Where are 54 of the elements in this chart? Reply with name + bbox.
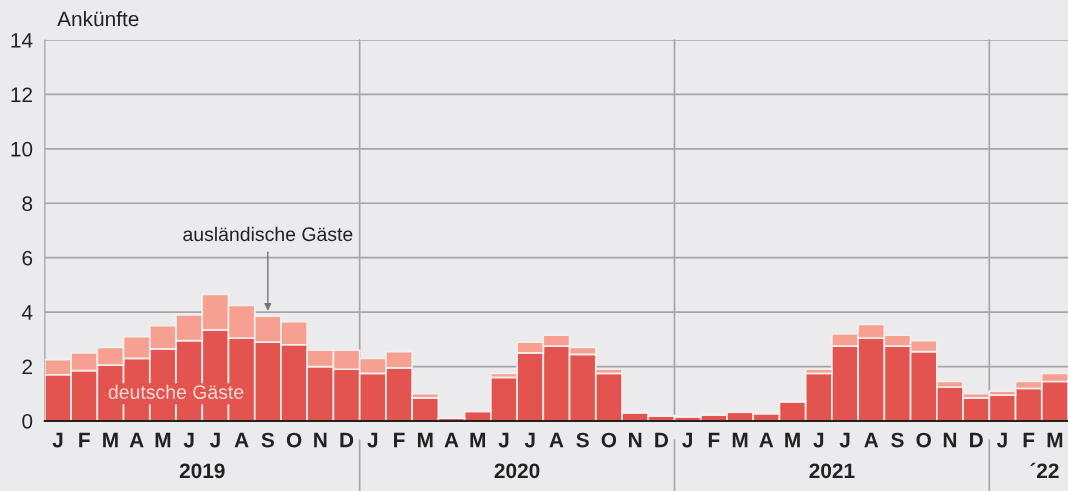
- series-label: deutsche Gäste: [108, 384, 244, 399]
- x-tick-label: S: [576, 432, 589, 448]
- x-tick-label: D: [340, 432, 354, 448]
- y-tick-label: 2: [22, 359, 33, 375]
- x-tick-label: O: [916, 432, 931, 448]
- x-tick-label: M: [1047, 432, 1063, 448]
- x-tick-label: D: [970, 432, 983, 448]
- x-tick-label: A: [444, 432, 459, 448]
- y-axis-title: Ankünfte: [57, 11, 139, 27]
- x-tick-label: S: [891, 432, 904, 448]
- text: 2020: [494, 463, 540, 479]
- y-tick-label: 4: [21, 305, 33, 320]
- x-tick-label: J: [367, 432, 378, 448]
- x-tick-label: J: [813, 432, 824, 448]
- x-tick-label: M: [470, 432, 486, 448]
- x-tick-label: J: [996, 432, 1007, 448]
- y-tick-label: 0: [22, 413, 33, 429]
- x-tick-label: J: [682, 432, 692, 448]
- x-tick-label: J: [498, 432, 509, 448]
- x-tick-label: M: [103, 432, 118, 448]
- y-tick-label: 10: [11, 141, 33, 157]
- x-tick-label: M: [732, 432, 748, 448]
- text: ´22: [1030, 462, 1059, 478]
- y-tick-label: 8: [22, 196, 33, 212]
- text: ausländische Gäste: [183, 226, 353, 242]
- text: 2021: [809, 463, 855, 479]
- x-tick-label: D: [655, 432, 669, 448]
- y-tick-label: 12: [11, 87, 33, 102]
- y-tick-label: 14: [11, 33, 33, 48]
- x-tick-label: J: [209, 432, 220, 448]
- x-tick-label: J: [183, 432, 194, 448]
- x-tick-label: M: [785, 432, 800, 448]
- x-tick-label: F: [1023, 432, 1035, 448]
- x-tick-label: J: [839, 432, 850, 448]
- x-tick-label: A: [549, 432, 564, 448]
- x-tick-label: O: [601, 432, 617, 448]
- x-tick-label: O: [286, 432, 302, 448]
- x-tick-label: F: [79, 432, 90, 448]
- x-tick-label: N: [943, 432, 957, 448]
- x-tick-label: A: [864, 432, 879, 448]
- x-tick-label: A: [129, 432, 144, 448]
- text: 2019: [179, 463, 225, 479]
- x-tick-label: M: [155, 432, 171, 448]
- x-tick-label: F: [708, 432, 720, 448]
- x-tick-label: N: [314, 432, 327, 448]
- x-tick-label: J: [524, 432, 535, 448]
- x-tick-label: F: [394, 432, 405, 448]
- x-tick-label: M: [417, 432, 433, 448]
- y-tick-label: 6: [22, 250, 33, 266]
- x-tick-label: S: [261, 432, 274, 448]
- x-tick-label: J: [52, 432, 63, 448]
- x-tick-label: A: [759, 432, 774, 448]
- x-tick-label: N: [629, 432, 642, 448]
- x-tick-label: A: [234, 432, 249, 448]
